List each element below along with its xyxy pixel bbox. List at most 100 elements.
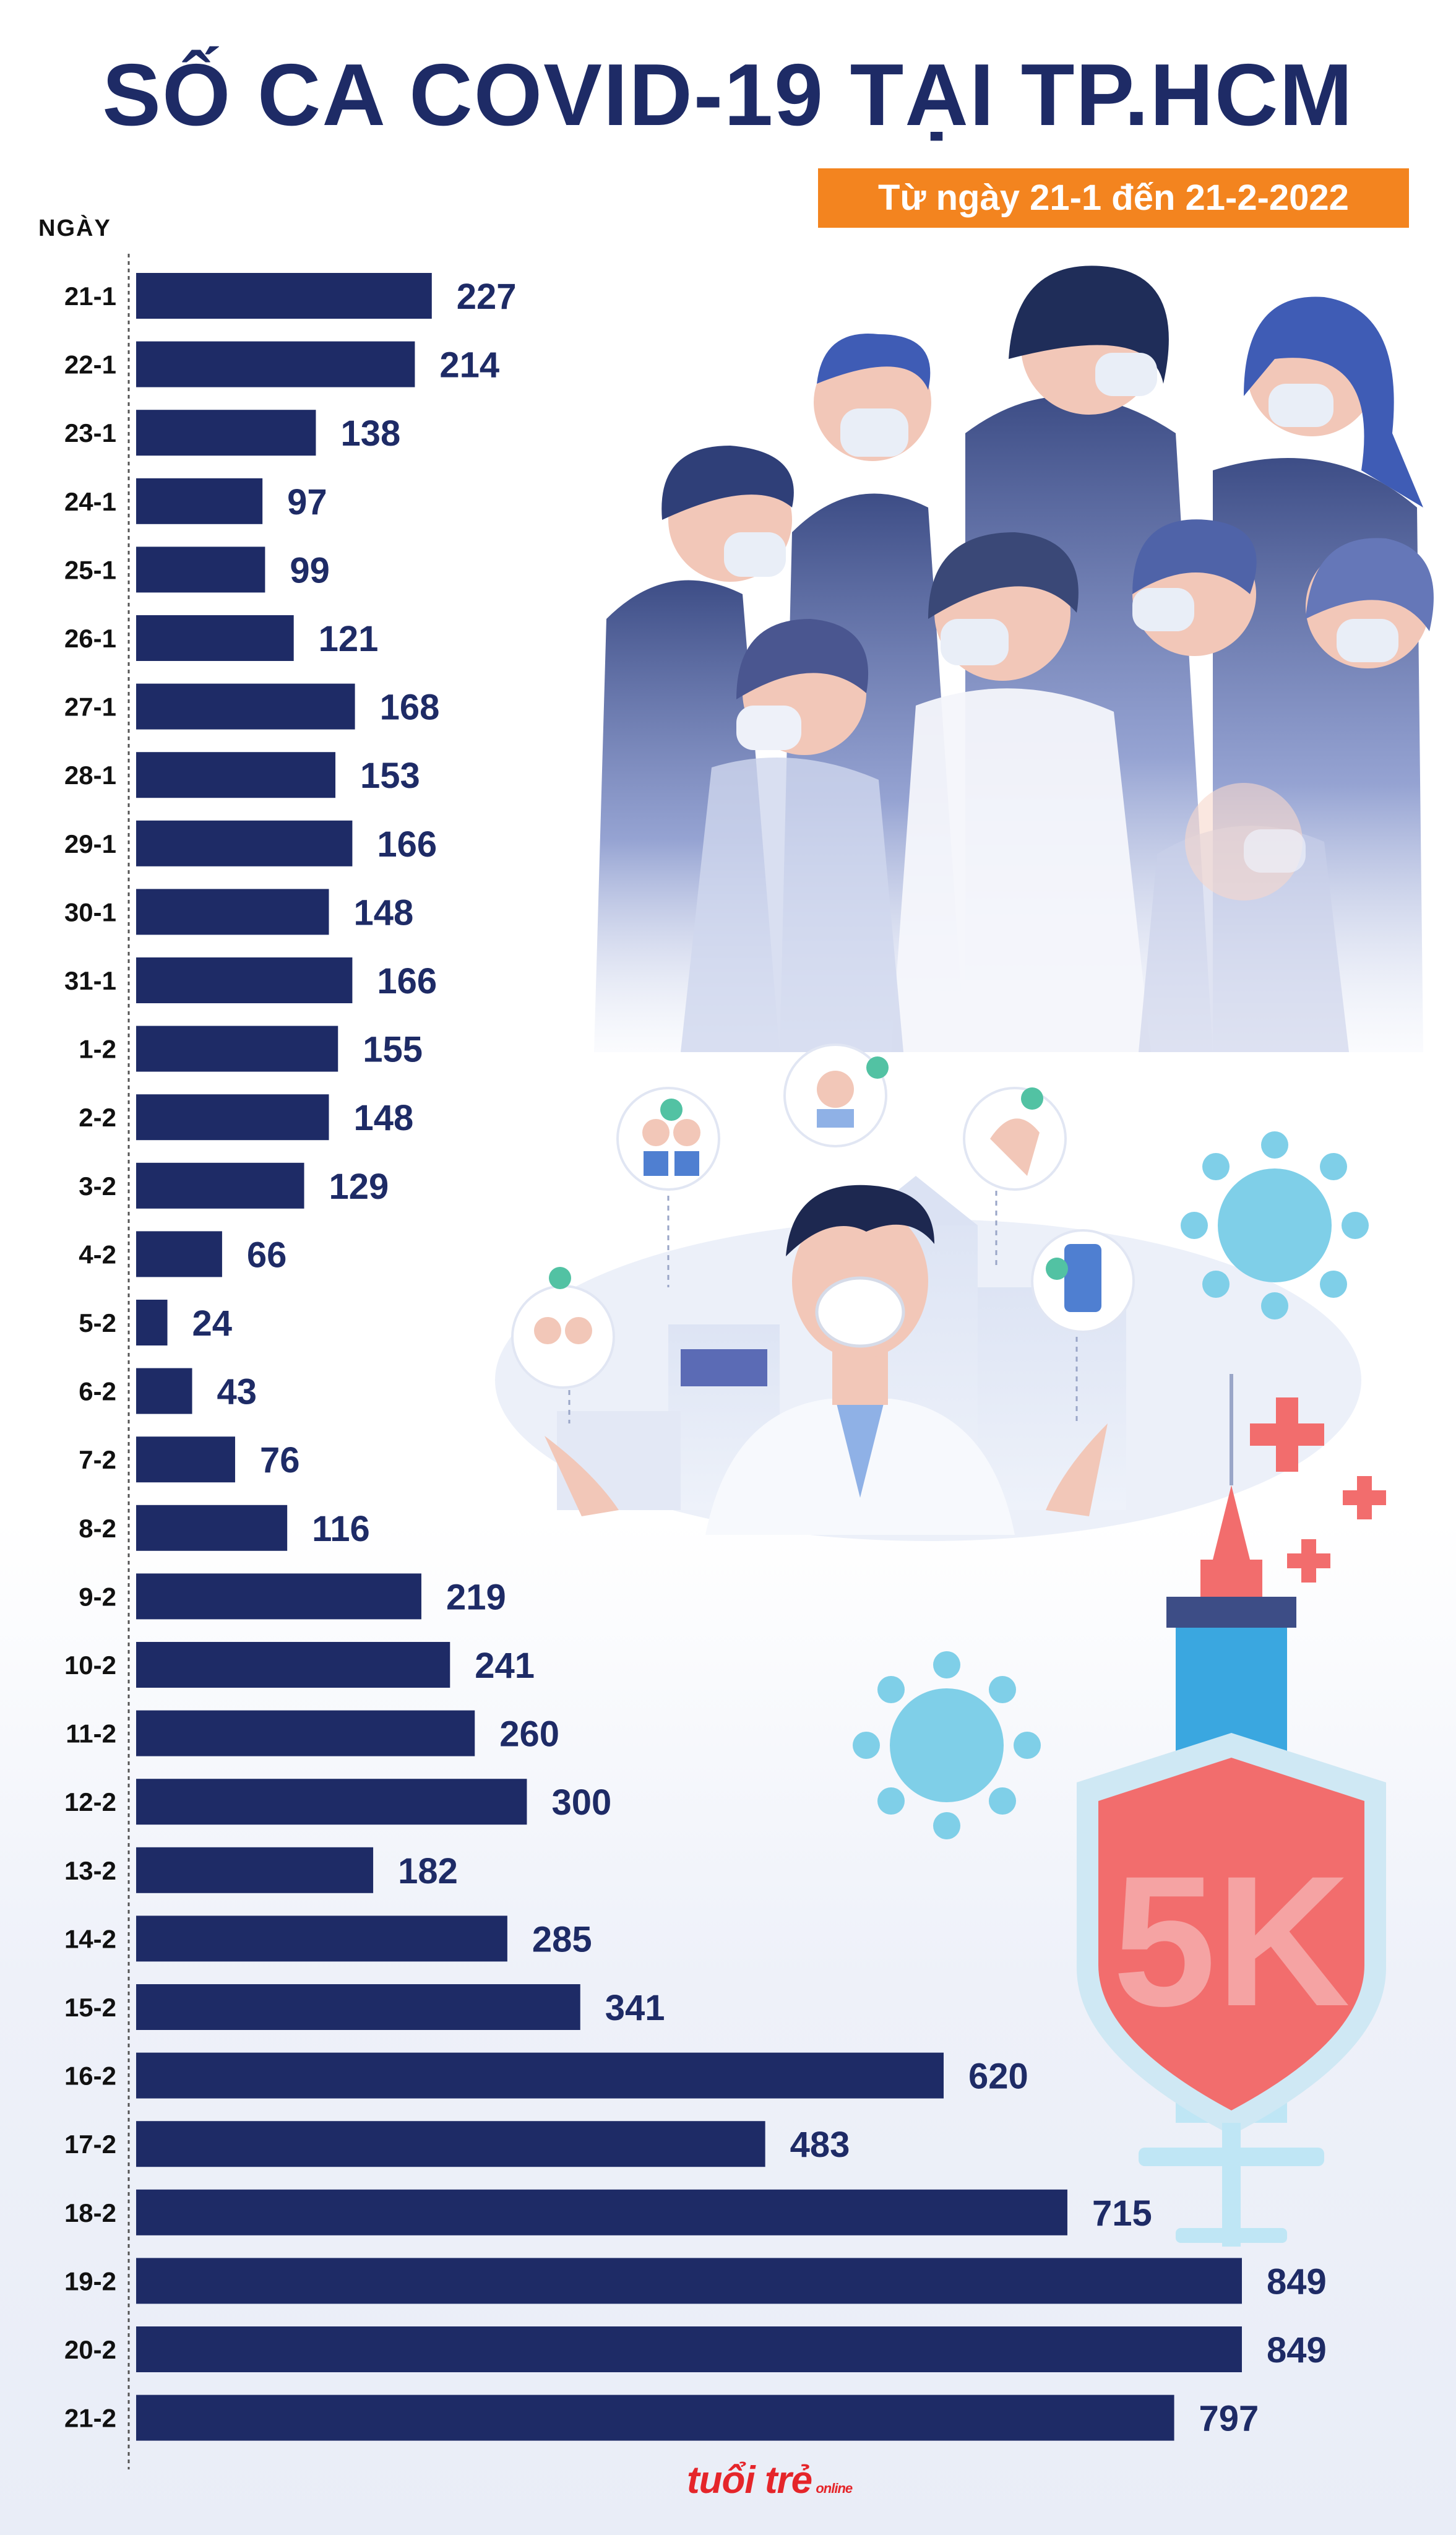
- value-label: 214: [439, 345, 499, 386]
- value-label: 99: [290, 550, 330, 590]
- bar: [136, 615, 294, 661]
- bar: [136, 546, 265, 593]
- value-label: 483: [790, 2125, 850, 2165]
- bar: [136, 1915, 507, 1962]
- category-label: 22-1: [64, 350, 116, 379]
- value-label: 166: [377, 824, 437, 865]
- date-range-subtitle: Từ ngày 21-1 đến 21-2-2022: [818, 168, 1409, 228]
- bar: [136, 957, 353, 1003]
- category-label: 5-2: [79, 1308, 116, 1337]
- bar: [136, 1779, 527, 1825]
- category-label: 29-1: [64, 829, 116, 858]
- bar: [136, 1573, 421, 1620]
- category-label: 21-1: [64, 282, 116, 311]
- category-label: 30-1: [64, 897, 116, 926]
- bar: [136, 1710, 475, 1756]
- bar: [136, 1094, 329, 1141]
- value-label: 219: [446, 1577, 506, 1617]
- value-label: 715: [1092, 2193, 1152, 2234]
- bar: [136, 2395, 1174, 2441]
- value-label: 116: [312, 1509, 370, 1549]
- category-label: 19-2: [64, 2266, 116, 2295]
- bar: [136, 341, 415, 387]
- bar: [136, 2121, 765, 2167]
- bar: [136, 1300, 168, 1345]
- category-label: 2-2: [79, 1103, 116, 1132]
- bar: [136, 1984, 580, 2030]
- value-label: 849: [1267, 2261, 1327, 2302]
- value-label: 182: [398, 1851, 458, 1891]
- value-label: 148: [354, 1098, 414, 1138]
- bar: [136, 1162, 304, 1209]
- bar: [136, 478, 263, 524]
- bar: [136, 1847, 374, 1893]
- value-label: 849: [1267, 2330, 1327, 2370]
- bar: [136, 2258, 1242, 2304]
- bar: [136, 273, 432, 319]
- bar: [136, 820, 353, 866]
- category-label: 13-2: [64, 1856, 116, 1885]
- value-label: 166: [377, 961, 437, 1001]
- value-label: 66: [247, 1235, 287, 1275]
- logo-sub: online: [816, 2481, 853, 2496]
- value-label: 300: [551, 1782, 611, 1823]
- category-label: 3-2: [79, 1172, 116, 1201]
- category-label: 10-2: [64, 1651, 116, 1680]
- axis-header-day: NGÀY: [38, 215, 111, 241]
- value-label: 153: [360, 756, 420, 796]
- category-label: 24-1: [64, 487, 116, 516]
- category-label: 12-2: [64, 1787, 116, 1816]
- bar: [136, 410, 316, 456]
- category-label: 17-2: [64, 2130, 116, 2159]
- category-label: 9-2: [79, 1582, 116, 1611]
- page-title: SỐ CA COVID-19 TẠI TP.HCM: [102, 46, 1354, 144]
- category-label: 23-1: [64, 418, 116, 447]
- bar: [136, 889, 329, 935]
- syringe-shield-illustration: 5K: [1077, 1374, 1386, 2247]
- bar: [136, 1505, 288, 1551]
- category-label: 14-2: [64, 1924, 116, 1953]
- value-label: 227: [457, 277, 517, 317]
- bar: [136, 2326, 1242, 2372]
- value-label: 285: [532, 1919, 592, 1959]
- value-label: 129: [329, 1167, 389, 1207]
- category-label: 25-1: [64, 555, 116, 584]
- category-label: 6-2: [79, 1377, 116, 1406]
- value-label: 168: [380, 688, 440, 728]
- crowd-illustration: [594, 266, 1434, 1052]
- value-label: 241: [475, 1646, 535, 1686]
- value-label: 76: [260, 1440, 300, 1480]
- category-label: 27-1: [64, 693, 116, 722]
- bar: [136, 1368, 192, 1414]
- doctor-illustration: [495, 1043, 1361, 1541]
- category-label: 15-2: [64, 1993, 116, 2022]
- category-label: 28-1: [64, 761, 116, 790]
- category-label: 11-2: [66, 1719, 116, 1748]
- value-label: 797: [1199, 2399, 1259, 2439]
- value-label: 148: [354, 892, 414, 933]
- value-label: 43: [217, 1372, 257, 1412]
- shield-text: 5K: [1113, 1837, 1350, 2045]
- brand-logo: tuổi trẻ online: [687, 2458, 853, 2502]
- value-label: 138: [340, 413, 400, 454]
- logo-main: tuổi trẻ: [687, 2459, 812, 2502]
- plus-icon: [1250, 1397, 1386, 1583]
- bar: [136, 1642, 450, 1688]
- value-label: 97: [287, 482, 327, 522]
- category-label: 16-2: [64, 2062, 116, 2091]
- category-label: 31-1: [64, 966, 116, 995]
- value-label: 155: [363, 1030, 423, 1070]
- category-label: 8-2: [79, 1514, 116, 1543]
- category-label: 4-2: [79, 1240, 116, 1269]
- category-label: 7-2: [79, 1445, 116, 1474]
- category-label: 21-2: [64, 2404, 116, 2433]
- category-label: 20-2: [64, 2335, 116, 2364]
- value-label: 341: [605, 1988, 665, 2028]
- bar: [136, 1436, 235, 1483]
- category-label: 1-2: [79, 1035, 116, 1064]
- bar: [136, 2189, 1067, 2235]
- category-label: 26-1: [64, 624, 116, 653]
- value-label: 620: [968, 2057, 1028, 2097]
